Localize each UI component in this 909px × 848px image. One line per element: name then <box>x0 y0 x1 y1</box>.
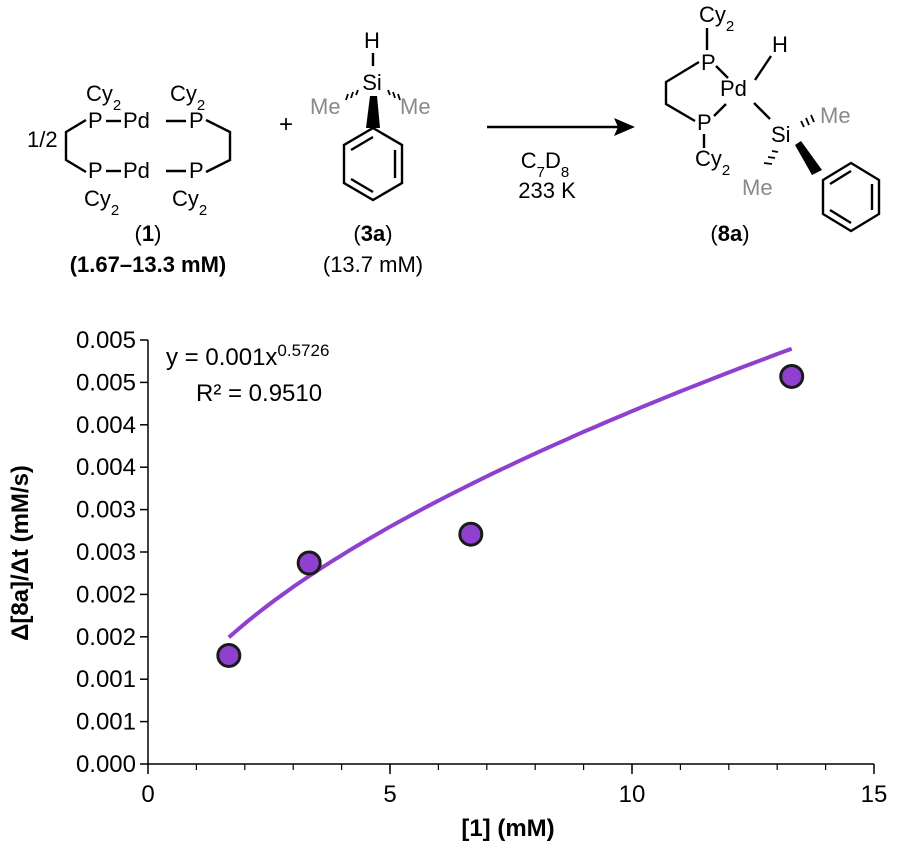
reaction-arrow: C7D8 233 K <box>487 118 635 203</box>
arrow-head <box>614 118 635 136</box>
x-axis-ticks: 0 5 10 15 <box>141 764 887 808</box>
product-me-right: Me <box>820 103 851 128</box>
rate-chart: 0.000 0.001 0.001 0.002 0.002 0.003 0.003 0.004… <box>7 327 887 842</box>
dimer-p-bottom-left: P <box>88 158 103 183</box>
y-tick-label: 0.001 <box>76 709 136 736</box>
ethylene-bridge-right <box>205 118 232 174</box>
x-tick-label: 0 <box>141 781 154 808</box>
y-axis-label: Δ[8a]/Δt (mM/s) <box>7 465 34 641</box>
hashed-bond-right <box>387 89 401 101</box>
dimer-pd-bottom: Pd <box>123 158 150 183</box>
product-si: Si <box>771 122 791 147</box>
y-tick-label: 0.004 <box>76 412 136 439</box>
product-wedge-si-phenyl <box>795 141 822 175</box>
y-tick-label: 0.002 <box>76 624 136 651</box>
y-tick-label: 0.002 <box>76 581 136 608</box>
silane-structure: H Si Me Me (3a) (13.7 mM) <box>310 28 431 277</box>
bond-p-pd-top <box>715 65 729 79</box>
bond-p-pd-bottom <box>713 103 727 117</box>
y-tick-label: 0.003 <box>76 539 136 566</box>
dimer-pd-top: Pd <box>123 108 150 133</box>
y-tick-label: 0.005 <box>76 369 136 396</box>
dimer-cy-top-left: Cy2 <box>86 81 121 114</box>
product-me-bottom: Me <box>742 175 773 200</box>
fit-equation: y = 0.001x0.5726 <box>166 341 329 372</box>
y-tick-label: 0.003 <box>76 497 136 524</box>
product-ethylene-bridge <box>664 60 700 123</box>
data-point <box>779 363 805 389</box>
dimer-cy-top-right: Cy2 <box>170 81 205 114</box>
data-point <box>296 550 322 576</box>
silane-me-right: Me <box>400 94 431 119</box>
x-tick-label: 5 <box>383 781 396 808</box>
dimer-cy-bottom-right: Cy2 <box>172 186 207 219</box>
product-p-bottom: P <box>697 110 712 135</box>
bond-pd-h <box>754 55 772 81</box>
hashed-bond-left <box>345 89 359 101</box>
plus-sign: + <box>279 111 293 138</box>
silane-phenyl-ring <box>342 126 404 202</box>
dimer-structure: 1/2 Cy2 Cy2 P Pd P P Pd P Cy2 Cy2 (1) (1… <box>27 81 232 277</box>
x-tick-label: 10 <box>619 781 646 808</box>
y-axis-ticks: 0.000 0.001 0.001 0.002 0.002 0.003 0.003 0.004… <box>76 327 148 778</box>
product-hashed-bond-bottom <box>763 150 779 165</box>
product-p-top: P <box>701 50 716 75</box>
fit-r-squared: R² = 0.9510 <box>196 380 322 407</box>
product-cy-bottom: Cy2 <box>695 146 730 179</box>
product-pd: Pd <box>720 76 747 101</box>
y-tick-label: 0.001 <box>76 666 136 693</box>
condition-solvent: C7D8 <box>521 148 569 181</box>
x-tick-label: 15 <box>861 781 888 808</box>
dimer-p-top-left: P <box>88 108 103 133</box>
dimer-fraction: 1/2 <box>27 127 58 152</box>
power-fit-curve <box>227 346 793 639</box>
silane-phenyl-double-bonds <box>350 135 397 194</box>
x-axis-label: [1] (mM) <box>461 815 554 842</box>
y-tick-label: 0.004 <box>76 454 136 481</box>
wedge-bond-si-phenyl <box>366 96 380 128</box>
product-phenyl-ring <box>821 161 881 233</box>
product-structure: Cy2 P Pd H P Cy2 Si Me Me <box>664 2 881 246</box>
dimer-concentration: (1.67–13.3 mM) <box>70 252 227 277</box>
product-h: H <box>772 32 788 57</box>
silane-compound-label: (3a) <box>353 221 392 246</box>
bond-pd-si <box>753 102 771 120</box>
product-phenyl-double-bonds <box>829 169 874 225</box>
dimer-compound-label: (1) <box>135 221 162 246</box>
condition-temperature: 233 K <box>518 178 576 203</box>
data-points <box>216 363 805 668</box>
silane-h: H <box>364 28 380 53</box>
y-tick-label: 0.005 <box>76 327 136 354</box>
silane-concentration: (13.7 mM) <box>323 252 423 277</box>
product-hashed-bond-right <box>800 114 815 128</box>
silane-si: Si <box>362 70 382 95</box>
reaction-scheme: 1/2 Cy2 Cy2 P Pd P P Pd P Cy2 Cy2 (1) (1… <box>27 2 881 277</box>
data-point <box>458 521 484 547</box>
dimer-p-bottom-right: P <box>189 158 204 183</box>
dimer-p-top-right: P <box>189 108 204 133</box>
dimer-cy-bottom-left: Cy2 <box>84 186 119 219</box>
y-tick-label: 0.000 <box>76 751 136 778</box>
ethylene-bridge-left <box>64 118 87 174</box>
product-cy-top: Cy2 <box>699 2 734 35</box>
silane-me-left: Me <box>310 94 341 119</box>
data-point <box>216 642 242 668</box>
product-compound-label: (8a) <box>710 221 749 246</box>
